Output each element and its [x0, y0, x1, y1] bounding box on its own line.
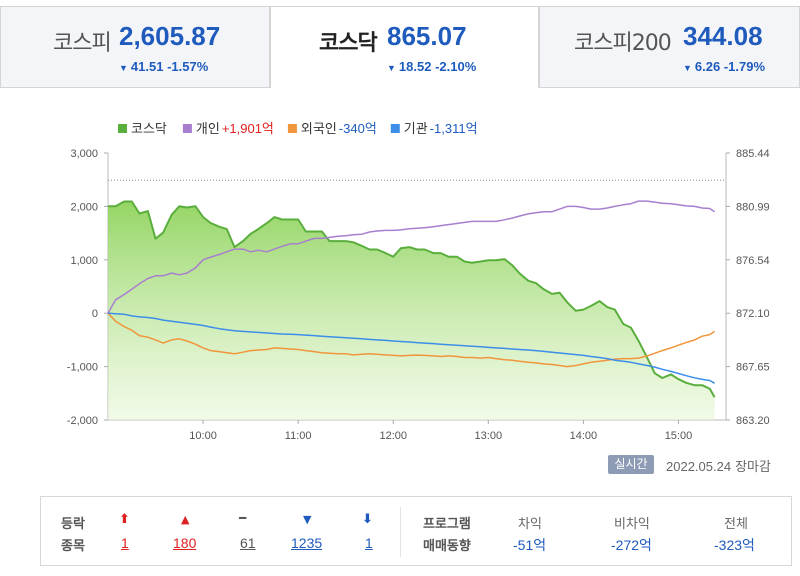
updown-label-2: 종목 — [61, 539, 85, 554]
down-triangle-icon: ▼ — [683, 63, 692, 73]
y-left-tick-label: 3,000 — [70, 148, 98, 160]
summary-panel: 등락 종목 ⬆ 1 ▲ 180 ━ 61 ▼ 1235 ⬇ 1 프로그램 매매동… — [40, 496, 792, 566]
market-closed-label: 장마감 — [735, 460, 771, 475]
chart-axes: 3,000 2,000 1,000 0 -1,000 -2,000 885.44 880.99… — [67, 148, 770, 442]
total-value: -323억 — [714, 537, 755, 553]
rise-icon: ▲ — [181, 513, 190, 526]
x-tick-label: 10:00 — [189, 430, 217, 442]
tab-kosdaq-value: 865.07 — [387, 21, 467, 51]
x-tick-label: 15:00 — [665, 430, 693, 442]
series-line-0 — [108, 200, 716, 398]
y-right-tick-label: 876.54 — [736, 255, 770, 267]
chart-series — [107, 200, 716, 420]
timestamp-date: 2022.05.24 — [666, 459, 732, 474]
legend-swatch-0 — [118, 124, 127, 133]
y-left-tick-label: 2,000 — [70, 201, 98, 213]
tab-kospi-change: ▼ 41.51 -1.57% — [119, 59, 208, 74]
x-tick-label: 12:00 — [379, 430, 407, 442]
arbitrage-value: -51억 — [513, 537, 547, 553]
upper-limit-count[interactable]: 1 — [121, 535, 129, 551]
series-line-3 — [107, 312, 715, 384]
chart-legend: 코스닥 개인 +1,901억 외국인 -340억 기관 -1,311억 — [118, 121, 478, 137]
tab-kosdaq-change: ▼ 18.52 -2.10% — [387, 59, 476, 74]
arbitrage-header: 차익 — [518, 517, 542, 532]
x-tick-label: 11:00 — [285, 430, 312, 442]
total-header: 전체 — [724, 517, 748, 532]
x-tick-label: 14:00 — [570, 430, 598, 442]
y-left-tick-label: -2,000 — [67, 415, 98, 427]
upper-limit-icon: ⬆ — [119, 512, 130, 527]
rise-count[interactable]: 180 — [173, 535, 197, 551]
investor-trend-chart: 코스닥 개인 +1,901억 외국인 -340억 기관 -1,311억 3,000 2,000… — [67, 121, 770, 442]
tab-kospi-value: 2,605.87 — [119, 21, 221, 51]
tab-kospi[interactable]: 코스피 2,605.87 ▼ 41.51 -1.57% — [0, 6, 270, 88]
unchanged-icon: ━ — [239, 511, 247, 525]
y-right-tick-label: 867.65 — [736, 362, 770, 374]
y-left-tick-label: 1,000 — [70, 255, 98, 267]
legend-label-0: 코스닥 — [131, 122, 167, 137]
y-left-tick-label: 0 — [92, 308, 98, 320]
tab-kospi-change-text: 41.51 -1.57% — [130, 59, 209, 74]
legend-swatch-1 — [182, 124, 192, 133]
unchanged-count[interactable]: 61 — [240, 535, 256, 551]
fall-icon: ▼ — [303, 513, 312, 526]
y-right-tick-label: 885.44 — [736, 148, 770, 160]
tab-kosdaq-change-text: 18.52 -2.10% — [398, 59, 477, 74]
program-label-2: 매매동향 — [423, 539, 471, 554]
series-line-1 — [107, 200, 716, 314]
legend-value-3: -1,311억 — [430, 121, 478, 136]
y-right-tick-label: 872.10 — [736, 308, 770, 320]
lower-limit-count[interactable]: 1 — [365, 535, 373, 551]
legend-swatch-3 — [390, 124, 400, 133]
legend-label-1: 개인 — [196, 122, 220, 137]
tab-kosdaq[interactable]: 코스닥 865.07 ▼ 18.52 -2.10% — [270, 6, 539, 88]
down-triangle-icon: ▼ — [387, 63, 396, 73]
y-right-tick-label: 880.99 — [736, 201, 770, 213]
tab-kospi-name: 코스피 — [53, 31, 112, 56]
legend-label-3: 기관 — [404, 122, 428, 137]
tab-kospi200-change: ▼ 6.26 -1.79% — [683, 59, 765, 74]
lower-limit-icon: ⬇ — [362, 512, 373, 527]
tab-kospi200[interactable]: 코스피200 344.08 ▼ 6.26 -1.79% — [539, 6, 800, 88]
kosdaq-area — [108, 201, 715, 420]
tab-kospi200-value: 344.08 — [683, 21, 763, 51]
program-label-1: 프로그램 — [423, 517, 471, 532]
tab-kospi200-name: 코스피200 — [574, 31, 672, 56]
legend-swatch-2 — [287, 124, 297, 133]
panel-divider — [400, 507, 401, 557]
updown-label-1: 등락 — [61, 517, 85, 532]
y-left-tick-label: -1,000 — [67, 362, 98, 374]
timestamp: 2022.05.24 장마감 — [666, 456, 771, 475]
legend-label-2: 외국인 — [301, 122, 337, 137]
series-line-2 — [107, 312, 716, 368]
y-right-tick-label: 863.20 — [736, 415, 770, 427]
index-tabs: 코스피 2,605.87 ▼ 41.51 -1.57% 코스닥 865.07 ▼ 1… — [0, 0, 800, 90]
down-triangle-icon: ▼ — [119, 63, 128, 73]
fall-count[interactable]: 1235 — [291, 535, 323, 551]
legend-value-1: +1,901억 — [222, 121, 274, 136]
non-arbitrage-header: 비차익 — [614, 517, 650, 532]
tab-kospi200-change-text: 6.26 -1.79% — [694, 59, 766, 74]
live-badge[interactable]: 실시간 — [608, 455, 654, 474]
x-tick-label: 13:00 — [475, 430, 503, 442]
tab-kosdaq-name: 코스닥 — [319, 31, 378, 56]
legend-value-2: -340억 — [339, 121, 377, 136]
non-arbitrage-value: -272억 — [611, 537, 652, 553]
